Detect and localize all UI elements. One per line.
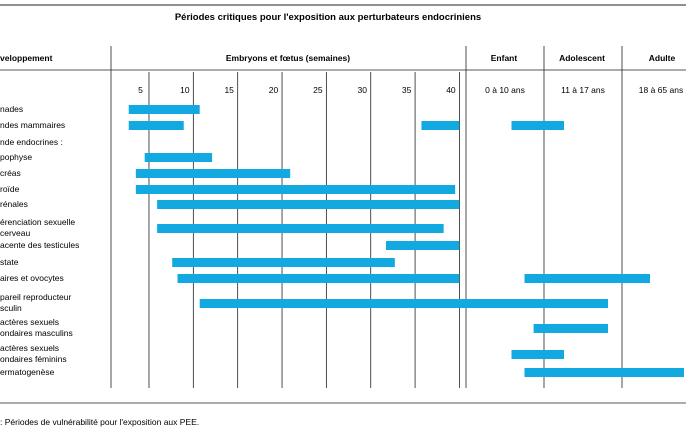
header-child: Enfant: [491, 53, 518, 63]
tick-label: 10: [180, 85, 190, 95]
row-label: ndes mammaires: [0, 120, 65, 130]
period-bar: [128, 105, 200, 114]
tick-label: 25: [313, 85, 323, 95]
tick-label: 11 à 17 ans: [561, 85, 605, 95]
period-bar: [199, 299, 608, 308]
header-adolescent: Adolescent: [559, 53, 605, 63]
period-bar: [533, 324, 608, 333]
period-bar: [157, 200, 460, 209]
row-label: actères sexuels: [0, 343, 59, 353]
footnote: : Périodes de vulnérabilité pour l'expos…: [0, 417, 199, 427]
tick-label: 30: [357, 85, 367, 95]
row-label: créas: [0, 168, 21, 178]
row-label: ondaires masculins: [0, 328, 73, 338]
header-adult: Adulte: [649, 53, 676, 63]
tick-label: 0 à 10 ans: [485, 85, 525, 95]
chart-title: Périodes critiques pour l'exposition aux…: [175, 12, 481, 23]
row-label: pareil reproducteur: [0, 292, 72, 302]
period-bar: [172, 258, 395, 267]
period-bar: [128, 121, 184, 130]
tick-label: 5: [138, 85, 143, 95]
period-bar: [511, 121, 564, 130]
period-bar: [524, 274, 650, 283]
row-label: ondaires féminins: [0, 354, 67, 364]
row-label: rénales: [0, 199, 28, 209]
tick-label: 20: [269, 85, 279, 95]
period-bar: [144, 153, 213, 162]
tick-label: 40: [446, 85, 456, 95]
row-label: nades: [0, 104, 23, 114]
row-label: cerveau: [0, 228, 31, 238]
row-label: aires et ovocytes: [0, 273, 64, 283]
row-label: roïde: [0, 184, 20, 194]
row-label: acente des testicules: [0, 240, 79, 250]
period-bar: [135, 169, 291, 178]
row-label: nde endocrines :: [0, 137, 63, 147]
row-label: ermatogenèse: [0, 367, 55, 377]
period-bar: [421, 121, 460, 130]
period-bar: [385, 241, 460, 250]
tick-label: 18 à 65 ans: [639, 85, 683, 95]
row-label: sculin: [0, 303, 22, 313]
period-bar: [511, 350, 564, 359]
row-header: veloppement: [0, 53, 53, 63]
rows: nades ndes mammaires nde endocrines : pophy…: [0, 104, 684, 377]
tick-labels: 5 10 15 20 25 30 35 40 0 à 10 ans 11 à 17 ans 18 à…: [138, 85, 683, 95]
header-embryos: Embryons et fœtus (semaines): [226, 53, 350, 63]
row-label: pophyse: [0, 152, 32, 162]
tick-label: 15: [224, 85, 234, 95]
period-bar: [524, 368, 684, 377]
period-bar: [135, 185, 456, 194]
row-label: state: [0, 257, 19, 267]
row-label: érenciation sexuelle: [0, 217, 75, 227]
period-bar: [177, 274, 460, 283]
row-label: actères sexuels: [0, 317, 59, 327]
tick-label: 35: [402, 85, 412, 95]
period-bar: [157, 224, 444, 233]
column-lines: [110, 46, 623, 388]
